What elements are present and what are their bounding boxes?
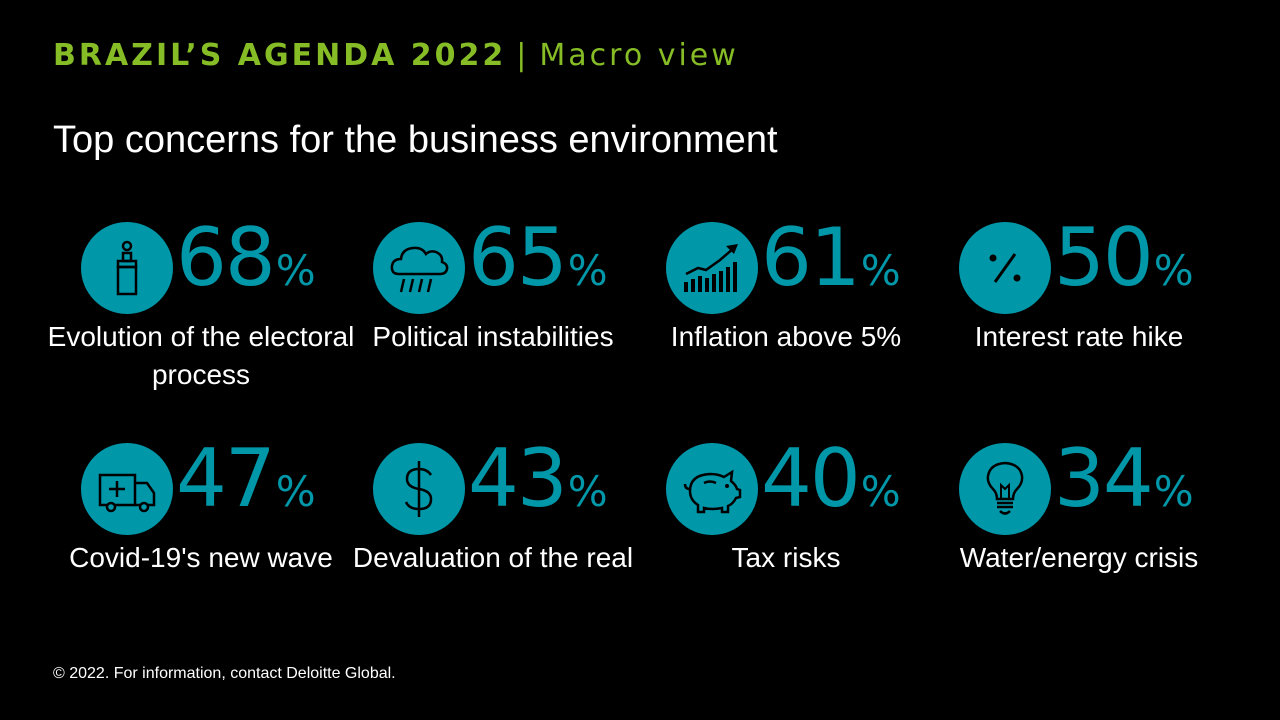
page-title: Top concerns for the business environmen… <box>53 119 778 161</box>
percent-icon <box>989 253 1021 283</box>
ambulance-icon <box>98 473 156 513</box>
icon-circle <box>959 222 1051 314</box>
stat-covid-wave: 47% Covid-19's new wave <box>66 439 336 623</box>
storm-cloud-icon <box>390 246 449 293</box>
stat-unit: % <box>860 246 901 295</box>
header-separator: | <box>516 38 530 73</box>
rising-chart-icon <box>684 244 738 292</box>
icon-circle <box>81 222 173 314</box>
stat-political-instabilities: 65% Political instabilities <box>358 218 628 402</box>
stat-value: 68% <box>176 218 316 298</box>
stat-label: Interest rate hike <box>974 321 1184 352</box>
icon-circle <box>373 222 465 314</box>
stat-label: Inflation above 5% <box>670 321 902 352</box>
stat-number: 68 <box>176 211 276 304</box>
stat-label: Water/energy crisis <box>959 542 1199 573</box>
stat-unit: % <box>275 246 316 295</box>
stat-number: 43 <box>468 432 568 525</box>
stat-label: Political instabilities <box>372 321 614 352</box>
icon-circle <box>666 443 758 535</box>
stat-value: 61% <box>761 218 901 298</box>
stat-label: Covid-19's new wave <box>69 542 333 573</box>
dollar-icon <box>404 461 433 517</box>
ballot-box-icon <box>116 240 138 296</box>
stat-number: 47 <box>176 432 276 525</box>
icon-circle <box>81 443 173 535</box>
stat-unit: % <box>860 467 901 516</box>
stat-value: 47% <box>176 439 316 519</box>
icon-circle <box>373 443 465 535</box>
stat-electoral-process: 68% Evolution of the electoral process <box>48 218 355 402</box>
header-subtitle: Macro view <box>539 38 739 73</box>
stat-tax-risks: 40% Tax risks <box>651 439 921 623</box>
piggy-bank-icon <box>683 469 742 514</box>
stat-unit: % <box>567 246 608 295</box>
stat-label: Devaluation of the real <box>352 542 634 573</box>
stat-value: 40% <box>761 439 901 519</box>
stat-value: 50% <box>1054 218 1194 298</box>
stat-unit: % <box>275 467 316 516</box>
stat-number: 65 <box>468 211 568 304</box>
icon-circle <box>666 222 758 314</box>
stat-unit: % <box>1153 246 1194 295</box>
stat-number: 40 <box>761 432 861 525</box>
stat-number: 61 <box>761 211 861 304</box>
stat-interest-rate: 50% Interest rate hike <box>944 218 1214 402</box>
stat-label: Tax risks <box>731 542 841 573</box>
header-title: BRAZIL’S AGENDA 2022 <box>53 38 507 73</box>
slide-header: BRAZIL’S AGENDA 2022 | Macro view <box>53 38 739 73</box>
stat-unit: % <box>567 467 608 516</box>
icon-circle <box>959 443 1051 535</box>
lightbulb-icon <box>986 461 1024 515</box>
stat-value: 34% <box>1054 439 1194 519</box>
stat-number: 34 <box>1054 432 1154 525</box>
stat-inflation: 61% Inflation above 5% <box>651 218 921 402</box>
stat-number: 50 <box>1054 211 1154 304</box>
stat-water-energy: 34% Water/energy crisis <box>944 439 1214 623</box>
stat-devaluation-real: 43% Devaluation of the real <box>353 439 633 623</box>
stat-value: 65% <box>468 218 608 298</box>
copyright-footer: © 2022. For information, contact Deloitt… <box>53 665 396 682</box>
stat-label: Evolution of the electoral process <box>47 321 355 390</box>
stat-unit: % <box>1153 467 1194 516</box>
stat-value: 43% <box>468 439 608 519</box>
